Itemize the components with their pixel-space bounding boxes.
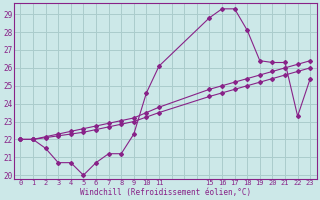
X-axis label: Windchill (Refroidissement éolien,°C): Windchill (Refroidissement éolien,°C) [80,188,251,197]
